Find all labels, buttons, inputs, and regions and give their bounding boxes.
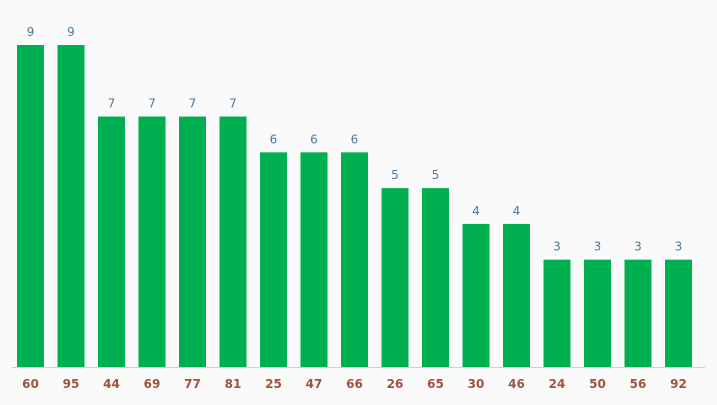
category-label-24: 24 (549, 377, 566, 391)
value-label-66: 6 (351, 132, 359, 146)
bar-47 (300, 152, 328, 367)
value-labels-group: 9 9 7 7 7 7 6 6 6 5 5 4 4 3 3 3 3 (27, 25, 683, 254)
value-label-47: 6 (310, 132, 318, 146)
category-label-66: 66 (346, 377, 363, 391)
category-label-44: 44 (103, 377, 120, 391)
value-label-50: 3 (594, 240, 602, 254)
value-label-24: 3 (553, 240, 561, 254)
bar-60 (17, 45, 44, 367)
value-label-81: 7 (229, 97, 237, 111)
value-label-69: 7 (148, 97, 156, 111)
value-label-77: 7 (189, 97, 197, 111)
category-label-47: 47 (306, 377, 323, 391)
category-label-56: 56 (630, 377, 647, 391)
category-label-92: 92 (670, 377, 687, 391)
category-label-30: 30 (468, 377, 485, 391)
value-label-95: 9 (67, 25, 75, 39)
value-label-60: 9 (27, 25, 35, 39)
bar-30 (462, 223, 490, 367)
category-label-69: 69 (144, 377, 161, 391)
value-label-46: 4 (513, 204, 521, 218)
bar-95 (57, 45, 85, 367)
value-label-26: 5 (391, 168, 399, 182)
category-label-46: 46 (508, 377, 525, 391)
category-label-25: 25 (265, 377, 282, 391)
value-label-30: 4 (472, 204, 480, 218)
category-label-77: 77 (184, 377, 201, 391)
bar-44 (98, 116, 125, 367)
bar-46 (503, 223, 530, 367)
bar-69 (138, 116, 166, 367)
value-label-92: 3 (675, 240, 683, 254)
bar-92 (665, 259, 692, 367)
category-label-65: 65 (427, 377, 444, 391)
bar-25 (260, 152, 287, 367)
bars-group (17, 45, 692, 367)
category-label-26: 26 (387, 377, 404, 391)
bar-66 (341, 152, 368, 367)
value-label-44: 7 (108, 97, 116, 111)
bar-77 (179, 116, 206, 367)
category-label-60: 60 (22, 377, 39, 391)
value-label-65: 5 (432, 168, 440, 182)
bar-56 (624, 259, 652, 367)
category-labels-group: 60 95 44 69 77 81 25 47 66 26 65 30 46 24 50 56 92 (22, 377, 687, 391)
value-label-56: 3 (634, 240, 642, 254)
bar-24 (543, 259, 571, 367)
category-label-95: 95 (63, 377, 80, 391)
category-label-81: 81 (225, 377, 242, 391)
bar-50 (584, 259, 611, 367)
value-label-25: 6 (270, 132, 278, 146)
bar-65 (422, 188, 449, 367)
category-label-50: 50 (589, 377, 606, 391)
bar-81 (219, 116, 247, 367)
bar-26 (381, 188, 409, 367)
